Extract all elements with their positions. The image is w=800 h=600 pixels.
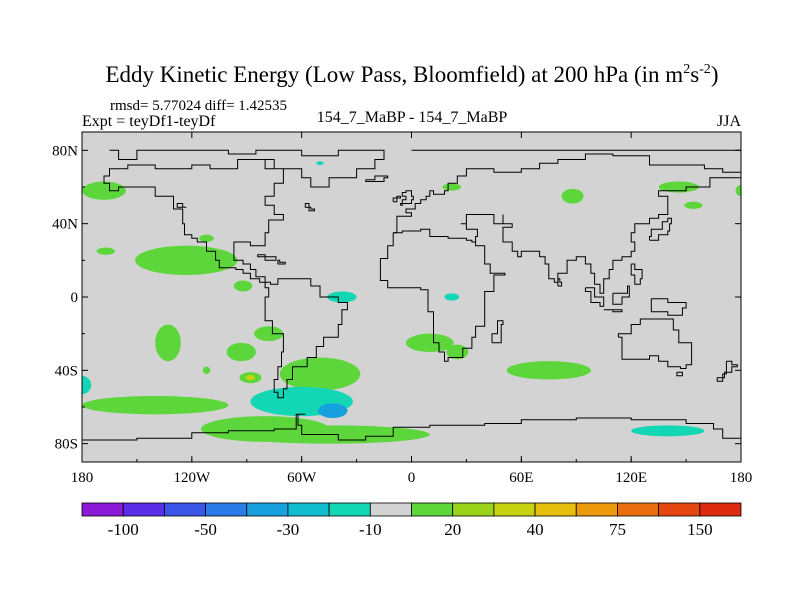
coastline-3 xyxy=(379,228,506,362)
colorbar-label-2: -30 xyxy=(277,520,300,539)
anomaly-region-25 xyxy=(684,201,703,209)
colorbar-label-5: 40 xyxy=(527,520,544,539)
anomaly-region-29 xyxy=(316,161,324,166)
colorbar-box-7 xyxy=(369,502,412,517)
anomaly-region-8 xyxy=(279,357,361,391)
y-tick-label-3: 40S xyxy=(55,363,78,379)
coastline-22 xyxy=(304,203,315,212)
colorbar-box-8 xyxy=(411,502,454,517)
anomaly-region-17 xyxy=(82,375,92,395)
coastline-6 xyxy=(676,371,683,377)
coastline-0 xyxy=(109,149,385,399)
anomaly-region-18 xyxy=(327,291,357,303)
colorbar-box-5 xyxy=(287,502,330,517)
coastline-15 xyxy=(603,309,623,313)
coastline-14 xyxy=(584,287,605,307)
coastline-layer xyxy=(82,149,741,441)
coastline-21 xyxy=(277,259,286,265)
anomaly-region-5 xyxy=(155,324,181,362)
y-tick-label-0: 80N xyxy=(52,143,78,159)
anomaly-region-0 xyxy=(82,181,126,200)
anomaly-region-26 xyxy=(735,185,741,197)
anomaly-layer xyxy=(82,161,741,444)
anomaly-region-27 xyxy=(506,361,591,380)
x-tick-label-6: 180 xyxy=(730,470,753,486)
stats-label: rmsd= 5.77024 diff= 1.42535 xyxy=(110,98,287,114)
x-tick-label-1: 120W xyxy=(173,470,211,486)
anomaly-region-19 xyxy=(406,333,454,353)
anomaly-region-11 xyxy=(202,366,211,375)
colorbar-label-1: -50 xyxy=(194,520,217,539)
colorbar-box-13 xyxy=(617,502,660,517)
anomaly-region-1 xyxy=(135,245,238,275)
x-tick-label-4: 60E xyxy=(509,470,533,486)
coastline-17 xyxy=(650,298,687,316)
coastline-20 xyxy=(257,254,277,261)
colorbar-label-6: 75 xyxy=(609,520,626,539)
anomaly-region-16 xyxy=(318,403,348,418)
colorbar-box-6 xyxy=(328,502,371,517)
colorbar: -100 -50 -30 -10 20 40 75 150 xyxy=(81,502,742,539)
y-tick-label-2: 0 xyxy=(71,290,79,306)
anomaly-region-23 xyxy=(561,188,584,204)
anomaly-region-2 xyxy=(233,280,253,292)
coastline-18 xyxy=(630,263,643,285)
coastline-5 xyxy=(617,318,693,369)
coastline-10 xyxy=(392,195,401,203)
anomaly-region-6 xyxy=(254,326,284,341)
coastline-13 xyxy=(557,278,563,287)
colorbar-box-10 xyxy=(493,502,536,517)
coastline-1 xyxy=(103,159,266,283)
coastline-9 xyxy=(400,190,414,206)
anomaly-region-12 xyxy=(82,396,229,415)
x-tick-label-2: 60W xyxy=(287,470,317,486)
colorbar-label-0: -100 xyxy=(108,520,139,539)
y-tick-label-1: 40N xyxy=(52,217,78,233)
coastline-12 xyxy=(491,320,504,344)
colorbar-box-2 xyxy=(163,502,206,517)
y-axis: 80N 40N 0 40S 80S xyxy=(52,143,741,453)
coastline-7 xyxy=(716,360,738,382)
anomaly-region-28 xyxy=(631,425,705,437)
colorbar-box-3 xyxy=(205,502,248,517)
x-axis: 180 120W 60W 0 60E 120E 180 xyxy=(71,132,753,486)
center-label: 154_7_MaBP - 154_7_MaBP xyxy=(317,109,508,126)
coastline-2 xyxy=(393,149,741,234)
anomaly-region-24 xyxy=(658,181,699,193)
y-tick-label-4: 80S xyxy=(55,437,78,453)
x-tick-label-0: 180 xyxy=(71,470,94,486)
colorbar-label-4: 20 xyxy=(444,520,461,539)
anomaly-region-4 xyxy=(199,234,214,242)
coastline-4 xyxy=(460,176,741,294)
anomaly-region-3 xyxy=(96,247,115,255)
colorbar-box-11 xyxy=(534,502,577,517)
coastline-23 xyxy=(176,203,187,208)
colorbar-box-1 xyxy=(122,502,165,517)
coastline-16 xyxy=(612,285,630,305)
expt-label: Expt = teyDf1-teyDf xyxy=(82,113,216,130)
anomaly-region-10 xyxy=(245,374,255,381)
colorbar-box-12 xyxy=(575,502,618,517)
coastline-8 xyxy=(649,217,672,241)
colorbar-box-0 xyxy=(81,502,124,517)
colorbar-box-14 xyxy=(658,502,701,517)
coastline-19 xyxy=(82,413,741,441)
anomaly-region-21 xyxy=(442,183,461,191)
season-label: JJA xyxy=(717,113,741,130)
x-tick-label-3: 0 xyxy=(408,470,416,486)
coastline-11 xyxy=(365,175,389,182)
colorbar-box-9 xyxy=(452,502,495,517)
x-tick-label-5: 120E xyxy=(615,470,647,486)
chart-title: Eddy Kinetic Energy (Low Pass, Bloomfiel… xyxy=(106,62,719,87)
anomaly-region-7 xyxy=(226,342,256,362)
colorbar-label-3: -10 xyxy=(359,520,382,539)
colorbar-box-4 xyxy=(246,502,289,517)
anomaly-region-22 xyxy=(444,293,460,301)
colorbar-box-15 xyxy=(699,502,742,517)
colorbar-label-7: 150 xyxy=(687,520,713,539)
